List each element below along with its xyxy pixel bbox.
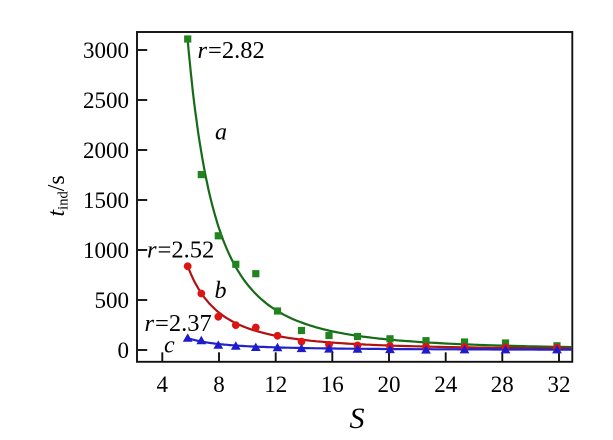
svg-text:24: 24 — [434, 372, 458, 397]
svg-text:r=2.37: r=2.37 — [145, 310, 212, 337]
svg-text:r=2.52: r=2.52 — [147, 237, 214, 264]
svg-text:b: b — [215, 278, 227, 304]
svg-text:c: c — [164, 333, 175, 359]
svg-text:S: S — [350, 402, 365, 435]
svg-text:2000: 2000 — [83, 138, 129, 163]
svg-text:1500: 1500 — [83, 188, 129, 213]
svg-text:1000: 1000 — [83, 238, 129, 263]
svg-text:2500: 2500 — [83, 88, 129, 113]
svg-text:tind/s: tind/s — [44, 175, 72, 216]
svg-text:16: 16 — [321, 372, 344, 397]
svg-text:28: 28 — [491, 372, 514, 397]
svg-text:r=2.82: r=2.82 — [198, 37, 265, 64]
svg-text:0: 0 — [118, 338, 130, 363]
svg-text:12: 12 — [264, 372, 287, 397]
svg-text:20: 20 — [378, 372, 401, 397]
svg-text:8: 8 — [213, 372, 225, 397]
svg-text:3000: 3000 — [83, 38, 129, 63]
svg-text:500: 500 — [95, 288, 130, 313]
svg-text:32: 32 — [548, 372, 571, 397]
svg-text:4: 4 — [157, 372, 169, 397]
svg-text:a: a — [215, 120, 227, 146]
